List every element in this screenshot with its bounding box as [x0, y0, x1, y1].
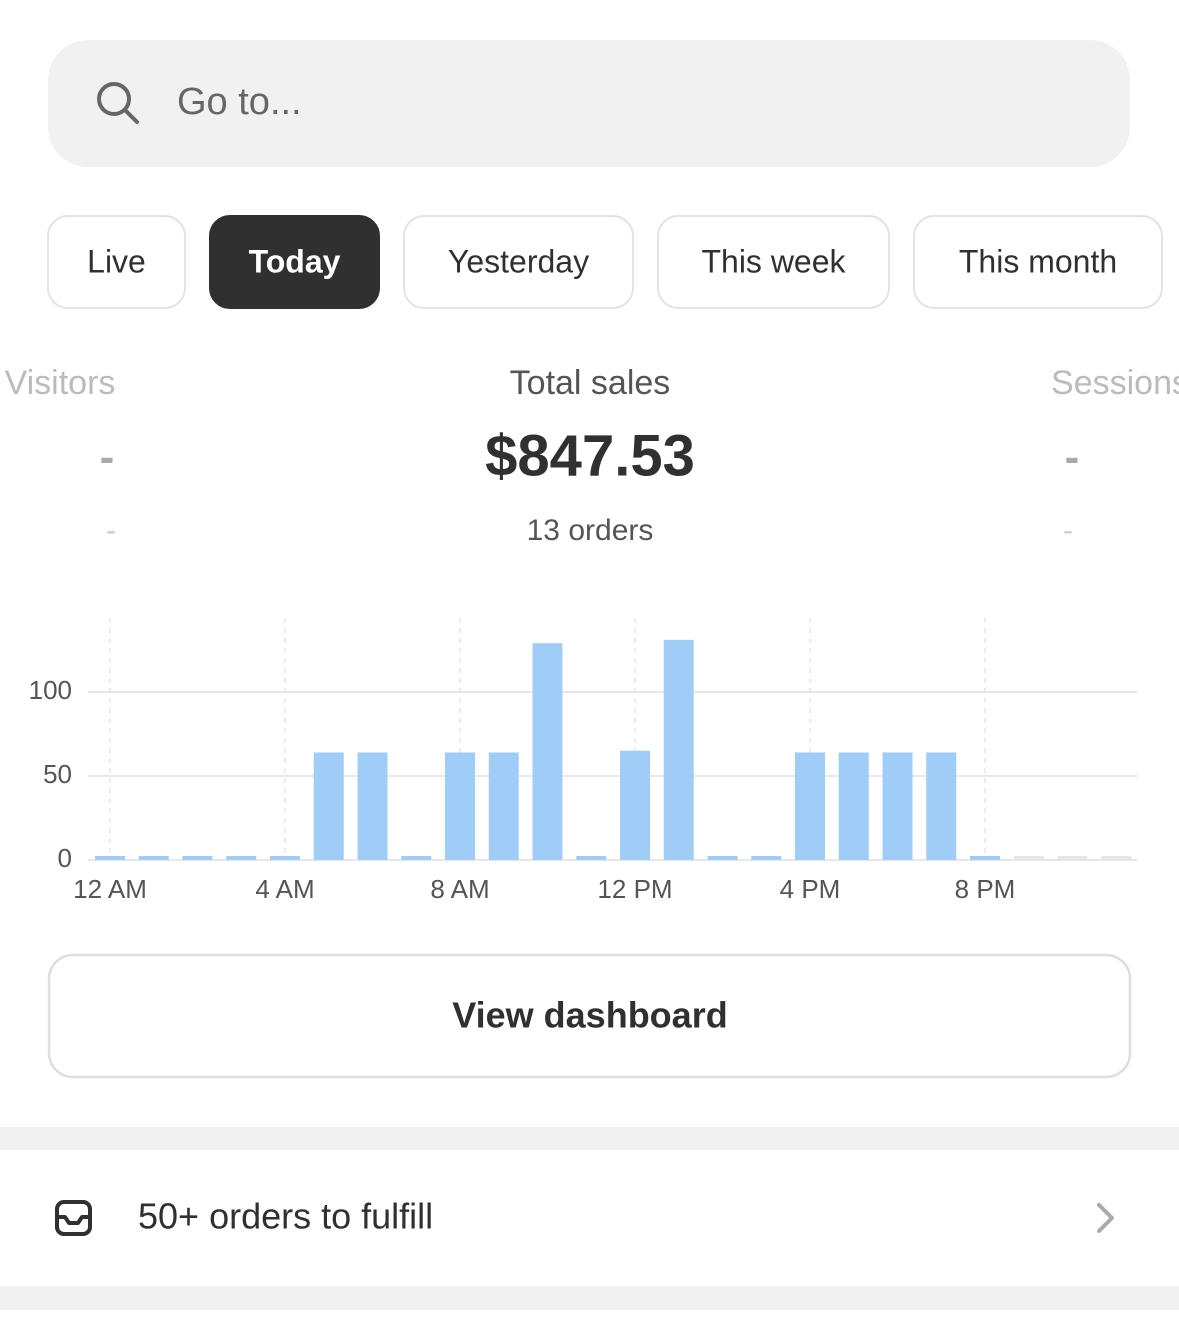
bar	[620, 750, 650, 860]
bar	[270, 856, 300, 860]
tab-label[interactable]: Yesterday	[448, 243, 589, 279]
search-placeholder: Go to...	[177, 81, 302, 123]
search-icon	[97, 82, 139, 124]
x-tick-label: 12 AM	[73, 874, 147, 904]
tab-label[interactable]: Live	[87, 243, 146, 279]
bar	[313, 752, 344, 860]
y-tick-label: 0	[58, 843, 72, 873]
tab-label[interactable]: Today	[249, 243, 341, 279]
tab[interactable]	[403, 215, 634, 309]
bar	[882, 752, 913, 860]
metric-value: -	[1065, 433, 1080, 482]
bar	[226, 856, 257, 860]
metric-sub: -	[106, 514, 116, 547]
bar	[795, 752, 825, 860]
y-tick-label: 50	[43, 759, 72, 789]
bar	[663, 639, 694, 860]
empty-bar	[1013, 856, 1044, 860]
tab-label[interactable]: This month	[959, 243, 1117, 279]
search-bar[interactable]	[48, 40, 1130, 167]
x-tick-label: 4 AM	[255, 874, 314, 904]
tab-label[interactable]: This week	[701, 243, 846, 279]
metric-label: Visitors	[5, 364, 116, 402]
bar	[182, 856, 213, 860]
empty-bar	[1057, 856, 1088, 860]
y-tick-label: 100	[29, 675, 72, 705]
x-tick-label: 8 PM	[955, 874, 1016, 904]
bar	[707, 856, 738, 860]
bar	[445, 752, 475, 860]
metric-value: -	[100, 433, 115, 482]
empty-bar	[1101, 856, 1132, 860]
bar	[488, 752, 519, 860]
tab[interactable]	[913, 215, 1163, 309]
metric-label: Total sales	[510, 364, 671, 402]
bar	[138, 856, 169, 860]
metric-value: $847.53	[485, 423, 695, 488]
metric-sub: -	[1063, 514, 1073, 547]
metric-label: Sessions	[1051, 364, 1179, 402]
bar	[357, 752, 388, 860]
chevron	[1097, 1203, 1114, 1233]
bar	[401, 856, 432, 860]
x-tick-label: 8 AM	[430, 874, 489, 904]
tab[interactable]	[47, 215, 186, 309]
divider	[0, 1127, 1179, 1150]
button-label[interactable]: View dashboard	[452, 995, 727, 1036]
bar	[576, 856, 607, 860]
bar	[970, 856, 1000, 860]
tab[interactable]	[209, 215, 380, 309]
bar	[838, 752, 869, 860]
view-dashboard-button[interactable]	[47, 953, 1132, 1079]
inbox-icon	[55, 1200, 92, 1236]
divider	[0, 1286, 1179, 1310]
x-tick-label: 12 PM	[597, 874, 672, 904]
bar	[95, 856, 125, 860]
bar	[751, 856, 782, 860]
x-tick-label: 4 PM	[780, 874, 841, 904]
task-label[interactable]: 50+ orders to fulfill	[138, 1196, 433, 1237]
metric-sub: 13 orders	[527, 514, 654, 547]
bar	[926, 752, 957, 860]
tab[interactable]	[657, 215, 890, 309]
bar	[532, 643, 563, 860]
